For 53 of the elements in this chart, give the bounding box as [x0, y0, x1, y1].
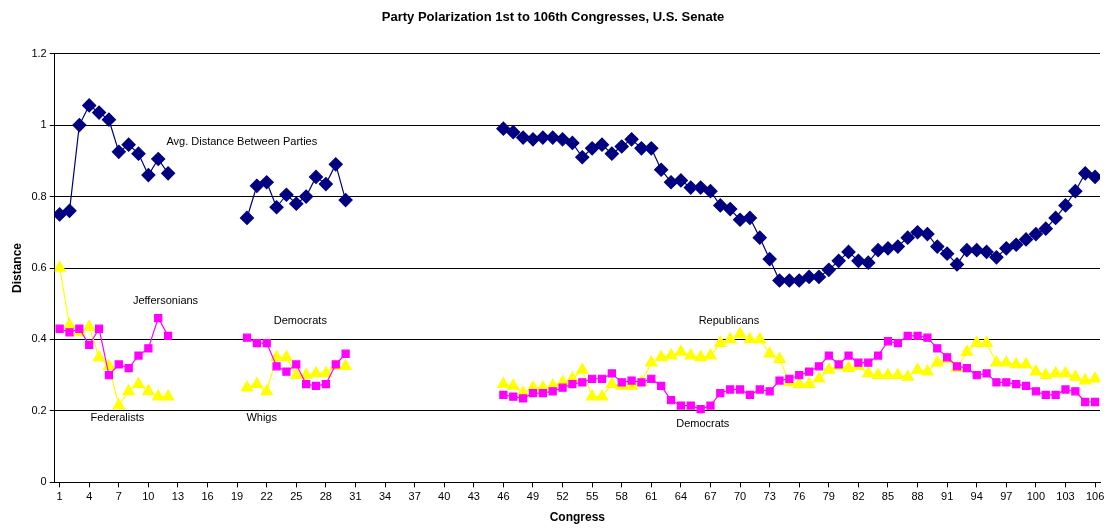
- annotation: Federalists: [90, 410, 145, 423]
- x-tick-label: 25: [290, 490, 303, 503]
- x-tick-label: 40: [438, 490, 451, 503]
- x-tick-label: 73: [763, 490, 776, 503]
- x-tick-label: 76: [793, 490, 806, 503]
- y-tick-label: 1.2: [31, 46, 47, 59]
- y-tick-label: 0.2: [31, 403, 47, 416]
- x-tick-label: 46: [497, 490, 510, 503]
- x-tick-label: 43: [467, 490, 480, 503]
- y-tick-label: 0.6: [31, 261, 47, 274]
- x-tick-label: 1: [56, 490, 63, 503]
- y-tick-label: 0.8: [31, 189, 47, 202]
- x-tick-label: 106: [1085, 490, 1105, 503]
- x-tick-label: 28: [319, 490, 333, 503]
- x-tick-label: 52: [556, 490, 569, 503]
- x-tick-label: 58: [615, 490, 628, 503]
- x-tick-label: 4: [86, 490, 93, 503]
- x-tick-label: 100: [1026, 490, 1046, 503]
- x-tick-label: 49: [526, 490, 540, 503]
- x-tick-label: 103: [1056, 490, 1075, 503]
- x-tick-label: 94: [970, 490, 983, 503]
- annotation: Democrats: [676, 417, 730, 430]
- x-tick-label: 91: [941, 490, 954, 503]
- x-tick-label: 31: [349, 490, 362, 503]
- annotation: Democrats: [273, 313, 328, 326]
- x-tick-label: 79: [822, 490, 835, 503]
- x-tick-label: 10: [142, 490, 155, 503]
- x-tick-label: 55: [586, 490, 599, 503]
- x-tick-label: 70: [733, 490, 747, 503]
- x-tick-label: 64: [674, 490, 688, 503]
- y-axis-title: Distance: [9, 242, 24, 294]
- x-tick-label: 22: [260, 490, 273, 503]
- x-tick-label: 7: [115, 490, 122, 503]
- x-tick-label: 37: [408, 490, 421, 503]
- x-tick-label: 19: [231, 490, 244, 503]
- chart-title: Party Polarization 1st to 106th Congresses, U.S. Senate: [381, 9, 725, 25]
- x-tick-label: 67: [704, 490, 717, 503]
- annotation: Republicans: [698, 313, 760, 326]
- y-tick-label: 0.4: [31, 332, 47, 345]
- x-tick-label: 13: [171, 490, 185, 503]
- x-tick-label: 85: [881, 490, 895, 503]
- x-tick-label: 82: [852, 490, 865, 503]
- x-tick-label: 61: [645, 490, 658, 503]
- y-tick-label: 1: [40, 118, 47, 131]
- x-tick-label: 16: [201, 490, 214, 503]
- annotation: Jeffersonians: [132, 294, 199, 307]
- x-tick-label: 34: [378, 490, 392, 503]
- x-axis-title: Congress: [549, 510, 606, 525]
- annotation: Avg. Distance Between Parties: [166, 135, 318, 148]
- y-tick-label: 0: [40, 475, 47, 488]
- x-tick-label: 97: [1000, 490, 1013, 503]
- annotation: Whigs: [246, 410, 278, 423]
- x-tick-label: 88: [911, 490, 924, 503]
